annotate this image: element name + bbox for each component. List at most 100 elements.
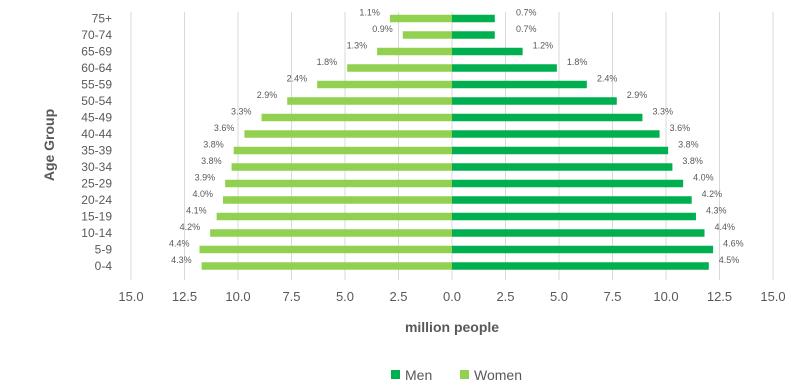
- data-label-men: 1.8%: [567, 57, 588, 67]
- bar-men: [452, 196, 692, 204]
- bar-women: [287, 97, 452, 105]
- data-label-women: 1.1%: [359, 8, 380, 18]
- data-label-men: 3.8%: [678, 140, 699, 150]
- x-tick-label: 5.0: [550, 289, 568, 304]
- category-label: 30-34: [81, 160, 112, 174]
- legend-swatch-women: [460, 370, 469, 379]
- x-tick-label: 0.0: [443, 289, 461, 304]
- bar-men: [452, 113, 643, 122]
- data-label-women: 0.9%: [372, 24, 393, 34]
- legend-label-men: Men: [405, 367, 432, 383]
- data-label-men: 3.6%: [670, 123, 691, 133]
- category-label: 65-69: [81, 45, 112, 59]
- bar-men: [452, 229, 705, 237]
- bar-men: [452, 97, 617, 105]
- bar-women: [389, 14, 452, 23]
- bar-men: [452, 130, 660, 138]
- bar-men: [452, 14, 495, 23]
- data-label-women: 4.2%: [180, 222, 201, 232]
- data-label-men: 2.4%: [597, 74, 618, 84]
- legend-swatch-men: [391, 370, 400, 379]
- category-label: 50-54: [81, 94, 112, 108]
- x-tick-label: 10.0: [225, 289, 250, 304]
- bar-labels: 4.3% 4.4% 4.2% 4.1% 4.0% 3.9% 3.8% 3.8% 3.6% 3.3%…: [169, 8, 744, 266]
- data-label-women: 2.4%: [287, 74, 308, 84]
- bar-women: [216, 212, 452, 221]
- data-label-women: 3.8%: [203, 140, 224, 150]
- data-label-women: 4.4%: [169, 239, 190, 249]
- data-label-men: 2.9%: [627, 90, 648, 100]
- data-label-men: 0.7%: [516, 24, 537, 34]
- bar-men: [452, 31, 495, 39]
- category-label: 45-49: [81, 111, 112, 125]
- bar-women: [377, 47, 452, 56]
- bar-men: [452, 179, 684, 188]
- data-label-men: 4.0%: [693, 173, 714, 183]
- legend-label-women: Women: [474, 367, 522, 383]
- bar-women: [244, 130, 452, 138]
- data-label-men: 0.7%: [516, 8, 537, 18]
- x-tick-label: 2.5: [496, 289, 514, 304]
- x-tick-label: 5.0: [336, 289, 354, 304]
- category-label: 15-19: [81, 210, 112, 224]
- data-label-women: 2.9%: [257, 90, 278, 100]
- y-axis-title: Age Group: [41, 109, 57, 181]
- data-label-women: 1.3%: [347, 41, 368, 51]
- bar-men: [452, 245, 714, 254]
- x-tick-labels: 15.0 12.5 10.0 7.5 5.0 2.5 0.0 2.5 5.0 7.5 10.0 12.…: [118, 289, 785, 304]
- category-label: 20-24: [81, 193, 112, 207]
- bar-men: [452, 80, 587, 89]
- bar-men: [452, 212, 696, 221]
- data-label-men: 4.3%: [706, 206, 727, 216]
- bar-men: [452, 146, 669, 155]
- bar-men: [452, 64, 557, 72]
- x-tick-label: 10.0: [653, 289, 678, 304]
- x-axis-title: million people: [405, 319, 499, 335]
- data-label-men: 4.2%: [702, 189, 723, 199]
- x-tick-label: 7.5: [603, 289, 621, 304]
- bar-women: [223, 196, 452, 204]
- category-label: 35-39: [81, 144, 112, 158]
- bar-men: [452, 47, 523, 56]
- category-label: 60-64: [81, 61, 112, 75]
- category-labels: 0-4 5-9 10-14 15-19 20-24 25-29 30-34 35-39 40-4…: [81, 12, 112, 274]
- category-label: 10-14: [81, 226, 112, 240]
- x-tick-label: 2.5: [389, 289, 407, 304]
- data-label-women: 3.3%: [231, 107, 252, 117]
- data-label-women: 4.3%: [171, 255, 192, 265]
- x-tick-label: 12.5: [172, 289, 197, 304]
- data-label-men: 4.5%: [719, 255, 740, 265]
- data-label-men: 4.6%: [723, 239, 744, 249]
- category-label: 0-4: [95, 259, 113, 273]
- data-label-women: 1.8%: [317, 57, 338, 67]
- category-label: 5-9: [95, 243, 113, 257]
- data-label-men: 3.8%: [682, 156, 703, 166]
- bar-men: [452, 262, 709, 270]
- data-label-men: 1.2%: [533, 41, 554, 51]
- data-label-men: 4.4%: [715, 222, 736, 232]
- x-tick-label: 12.5: [707, 289, 732, 304]
- data-label-women: 4.0%: [193, 189, 214, 199]
- bar-women: [402, 31, 452, 39]
- x-tick-label: 15.0: [760, 289, 785, 304]
- category-label: 75+: [92, 12, 112, 26]
- category-label: 55-59: [81, 78, 112, 92]
- legend: Men Women: [391, 367, 522, 383]
- bars: [199, 14, 714, 270]
- bar-women: [317, 80, 452, 89]
- bar-women: [199, 245, 452, 254]
- data-label-women: 3.8%: [201, 156, 222, 166]
- data-label-women: 4.1%: [186, 206, 207, 216]
- bar-women: [225, 179, 452, 188]
- bar-women: [231, 163, 452, 171]
- category-label: 40-44: [81, 127, 112, 141]
- data-label-women: 3.6%: [214, 123, 235, 133]
- category-label: 70-74: [81, 28, 112, 42]
- x-tick-label: 7.5: [282, 289, 300, 304]
- bar-women: [210, 229, 452, 237]
- category-label: 25-29: [81, 177, 112, 191]
- x-tick-label: 15.0: [118, 289, 143, 304]
- bar-men: [452, 163, 673, 171]
- bar-women: [261, 113, 452, 122]
